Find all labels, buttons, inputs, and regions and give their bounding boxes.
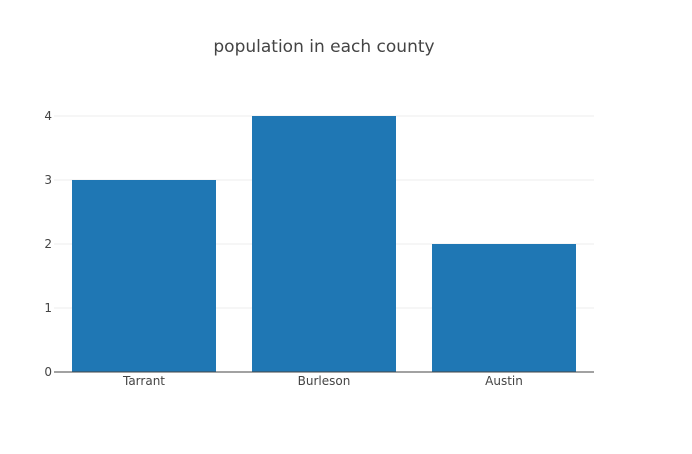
y-tick-label: 4 bbox=[44, 109, 52, 123]
y-tick-label: 2 bbox=[44, 237, 52, 251]
x-tick-label: Austin bbox=[485, 374, 523, 388]
bars bbox=[72, 116, 576, 372]
x-tick-label: Burleson bbox=[298, 374, 351, 388]
bar[interactable] bbox=[72, 180, 216, 372]
x-tick-label: Tarrant bbox=[122, 374, 165, 388]
chart-title: population in each county bbox=[213, 37, 434, 57]
y-tick-label: 3 bbox=[44, 173, 52, 187]
bar[interactable] bbox=[432, 244, 576, 372]
y-tick-label: 0 bbox=[44, 365, 52, 379]
bar[interactable] bbox=[252, 116, 396, 372]
y-tick-label: 1 bbox=[44, 301, 52, 315]
tick-labels: 0 1 2 3 4 Tarrant Burleson Austin bbox=[44, 109, 523, 388]
